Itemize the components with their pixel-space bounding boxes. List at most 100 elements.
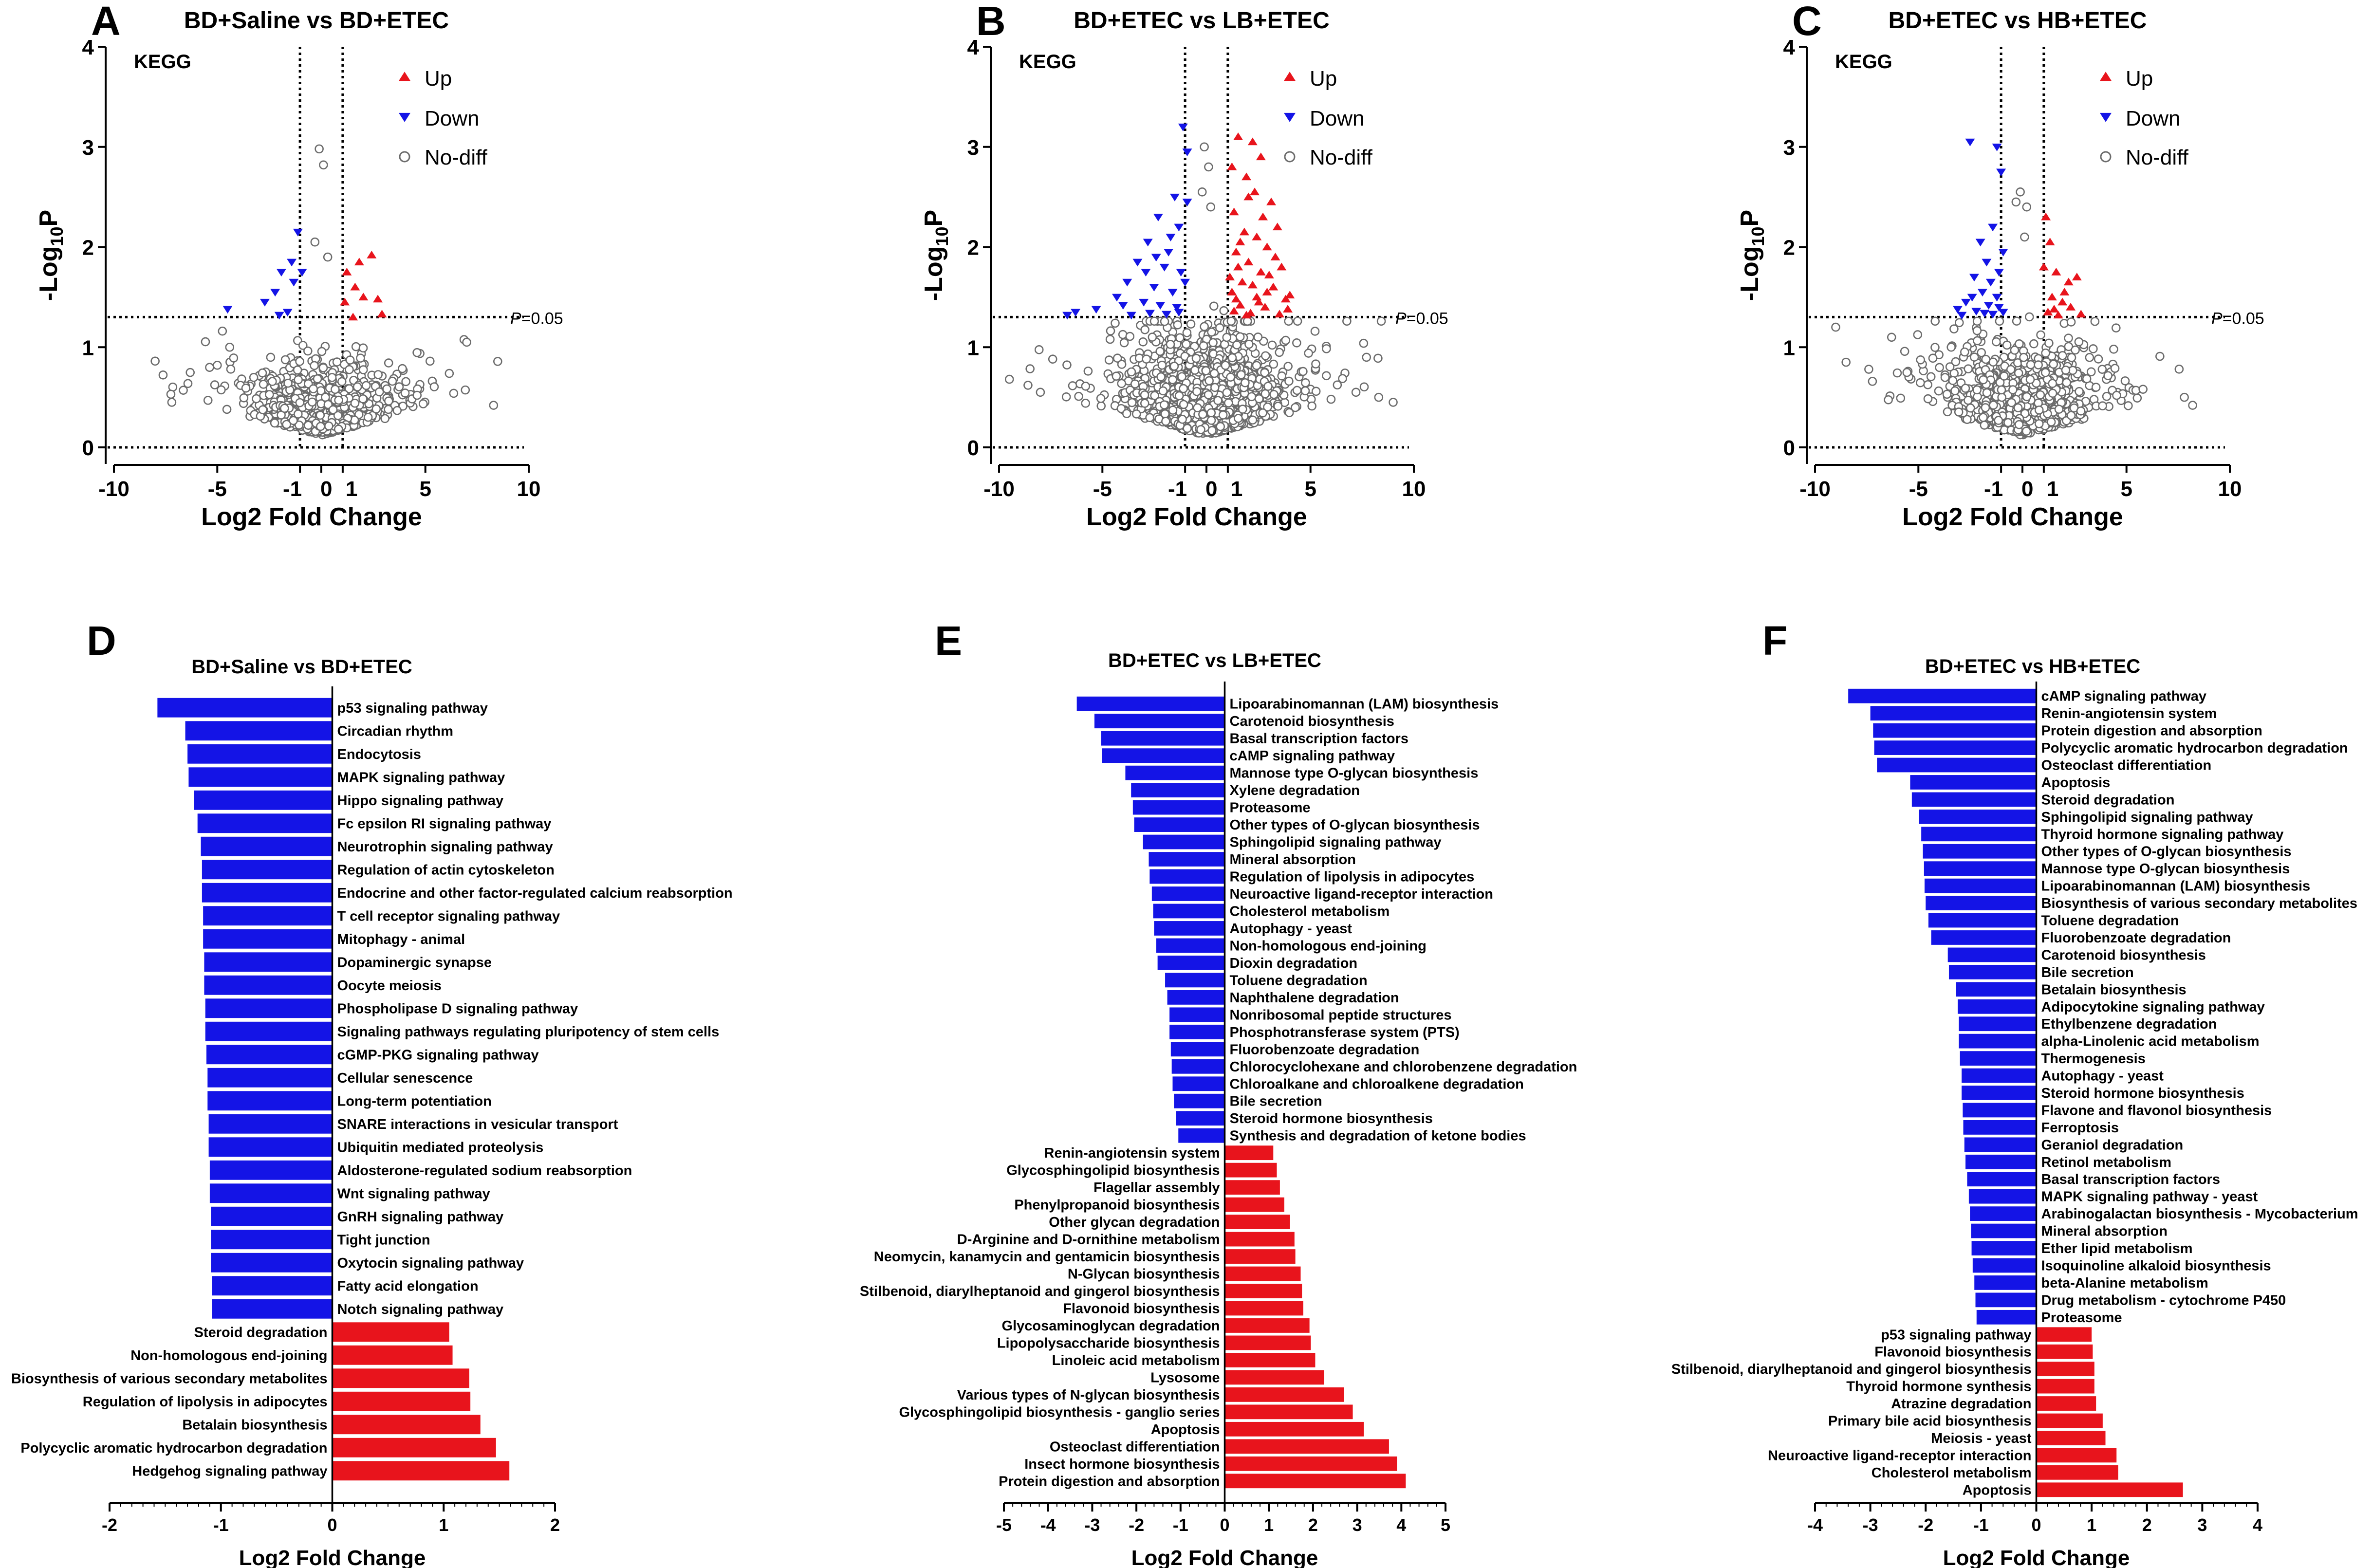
x-tick-label: -1 xyxy=(213,1515,229,1535)
nodiff-point xyxy=(1191,353,1201,363)
up-point xyxy=(1231,295,1241,303)
nodiff-point xyxy=(2041,348,2050,358)
bar-down xyxy=(1963,1120,2037,1135)
nodiff-point xyxy=(1950,386,1960,396)
nodiff-point xyxy=(1168,406,1178,415)
up-point xyxy=(1247,137,1258,146)
nodiff-point xyxy=(1119,338,1129,348)
nodiff-point xyxy=(1237,370,1246,380)
legend-up-marker xyxy=(399,72,410,81)
nodiff-point xyxy=(1140,325,1149,334)
bar-down xyxy=(1156,938,1225,953)
nodiff-point xyxy=(1222,388,1232,397)
y-axis-label-main: -Log xyxy=(1736,246,1764,301)
bar-down xyxy=(212,1276,333,1296)
down-point xyxy=(287,258,297,267)
nodiff-point xyxy=(380,414,389,424)
down-point xyxy=(1182,199,1192,206)
nodiff-point xyxy=(1226,372,1235,382)
x-tick-label: 1 xyxy=(439,1515,448,1535)
category-label: Oxytocin signaling pathway xyxy=(337,1255,524,1271)
down-point xyxy=(1985,278,1996,287)
bar-down xyxy=(1171,1059,1225,1074)
kegg-tag: KEGG xyxy=(134,51,191,73)
category-label: Carotenoid biosynthesis xyxy=(2041,947,2206,963)
down-point xyxy=(1961,298,1971,307)
legend-down-label: Down xyxy=(1310,107,1365,130)
chart-title: BD+Saline vs BD+ETEC xyxy=(184,8,449,34)
bar-up xyxy=(2036,1396,2096,1411)
nodiff-point xyxy=(374,387,384,397)
category-label: Toluene degradation xyxy=(1230,973,1368,988)
bar-up xyxy=(2036,1344,2093,1359)
x-tick-label: 0 xyxy=(1220,1515,1229,1535)
down-point xyxy=(282,309,293,317)
x-axis-label: Log2 Fold Change xyxy=(1086,503,1307,531)
category-label: Betalain biosynthesis xyxy=(182,1417,327,1433)
bar-down xyxy=(1976,1310,2037,1325)
x-tick-label: 1 xyxy=(2047,477,2058,501)
p-threshold-label-p: P xyxy=(510,309,521,328)
category-label: Regulation of lipolysis in adipocytes xyxy=(83,1394,328,1410)
bar-up xyxy=(1224,1249,1296,1264)
nodiff-point xyxy=(2112,323,2121,332)
x-tick-label: 0 xyxy=(320,477,332,501)
nodiff-point xyxy=(1298,367,1308,376)
bar-down xyxy=(1174,1093,1225,1108)
nodiff-point xyxy=(323,252,333,262)
x-tick-label: 2 xyxy=(550,1515,560,1535)
y-tick-label: 3 xyxy=(1783,136,1795,160)
nodiff-point xyxy=(418,399,428,408)
nodiff-point xyxy=(1831,322,1840,332)
up-point xyxy=(1277,262,1287,271)
bar-down xyxy=(1143,834,1225,849)
x-tick-label: 1 xyxy=(346,477,357,501)
nodiff-point xyxy=(1273,402,1283,411)
nodiff-point xyxy=(1122,409,1131,418)
nodiff-point xyxy=(1988,357,1998,367)
nodiff-point xyxy=(429,382,439,391)
nodiff-point xyxy=(1197,187,1207,197)
bar-down xyxy=(201,836,333,856)
down-point xyxy=(1982,258,1992,267)
up-point xyxy=(2051,267,2061,276)
bar-down xyxy=(1125,765,1225,780)
category-label: Basal transcription factors xyxy=(2041,1172,2220,1187)
category-label: MAPK signaling pathway xyxy=(337,770,505,785)
legend-down-marker xyxy=(2100,112,2112,122)
panel-letter: E xyxy=(935,618,962,664)
category-label: SNARE interactions in vesicular transpor… xyxy=(337,1117,618,1132)
nodiff-point xyxy=(2015,339,2024,349)
bar-down xyxy=(206,1045,333,1065)
bar-down xyxy=(1176,1111,1225,1126)
nodiff-point xyxy=(1138,337,1148,347)
nodiff-point xyxy=(1222,332,1232,342)
down-point xyxy=(1988,223,1998,232)
category-label: Fc epsilon RI signaling pathway xyxy=(337,816,552,831)
nodiff-point xyxy=(1972,385,1982,395)
nodiff-point xyxy=(1204,390,1213,400)
category-label: Cellular senescence xyxy=(337,1070,473,1086)
y-axis-label-subscript: 10 xyxy=(1748,227,1768,246)
nodiff-point xyxy=(1155,347,1165,356)
nodiff-point xyxy=(1980,421,1989,430)
nodiff-point xyxy=(283,378,293,388)
nodiff-point xyxy=(1373,353,1383,363)
nodiff-point xyxy=(1995,316,2004,326)
bar-up xyxy=(332,1438,496,1457)
nodiff-point xyxy=(1196,425,1205,434)
bar-down xyxy=(1919,809,2037,824)
category-label: Flagellar assembly xyxy=(1093,1180,1220,1196)
bar-down xyxy=(1975,1292,2037,1308)
category-label: Lipoarabinomannan (LAM) biosynthesis xyxy=(1230,697,1499,712)
nodiff-point xyxy=(333,411,343,420)
legend-nodiff-marker xyxy=(399,151,410,163)
nodiff-point xyxy=(295,357,304,366)
x-tick-label: 1 xyxy=(1231,477,1242,501)
up-point xyxy=(1264,271,1274,278)
bar-down xyxy=(1962,1086,2037,1100)
nodiff-point xyxy=(2022,392,2032,402)
nodiff-point xyxy=(2021,426,2031,436)
category-label: Dioxin degradation xyxy=(1230,956,1358,971)
panel-letter: F xyxy=(1762,618,1787,664)
